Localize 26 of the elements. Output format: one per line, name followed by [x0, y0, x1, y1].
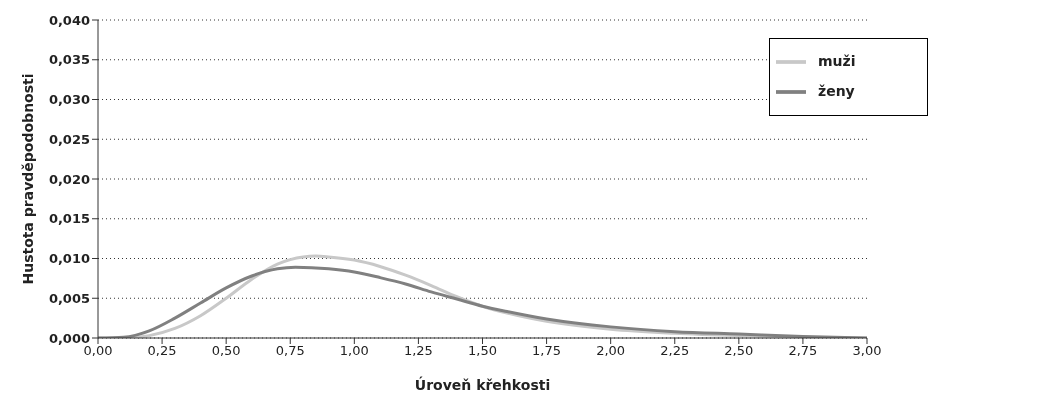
x-tick-label: 1,00: [339, 343, 369, 359]
x-tick-label: 1,50: [468, 343, 497, 359]
y-tick-label: 0,025: [48, 131, 90, 147]
y-axis-title: Hustota pravděpodobnosti: [19, 73, 36, 285]
x-tick-label: 2,00: [596, 343, 626, 359]
y-tick-label: 0,040: [48, 12, 90, 28]
x-tick-label: 2,50: [724, 343, 754, 359]
x-tick-label: 0,75: [275, 343, 305, 359]
y-tick-label: 0,020: [48, 171, 90, 187]
y-tick-label: 0,005: [48, 290, 90, 306]
y-tick-label: 0,030: [48, 92, 90, 108]
x-axis-title: Úroveň křehkosti: [414, 375, 551, 393]
x-tick-label: 2,75: [788, 343, 818, 359]
legend-label: muži: [818, 53, 856, 69]
x-tick-label: 0,00: [83, 343, 113, 359]
y-tick-label: 0,035: [48, 52, 90, 68]
y-tick-label: 0,015: [48, 211, 90, 227]
y-tick-label: 0,000: [48, 330, 90, 346]
x-tick-label: 1,75: [532, 343, 562, 359]
legend-label: ženy: [818, 83, 855, 99]
x-tick-label: 2,25: [660, 343, 690, 359]
x-tick-label: 0,50: [211, 343, 241, 359]
x-tick-label: 0,25: [147, 343, 177, 359]
x-tick-label: 1,25: [403, 343, 433, 359]
y-tick-label: 0,010: [48, 251, 90, 267]
x-tick-label: 3,00: [852, 343, 882, 359]
